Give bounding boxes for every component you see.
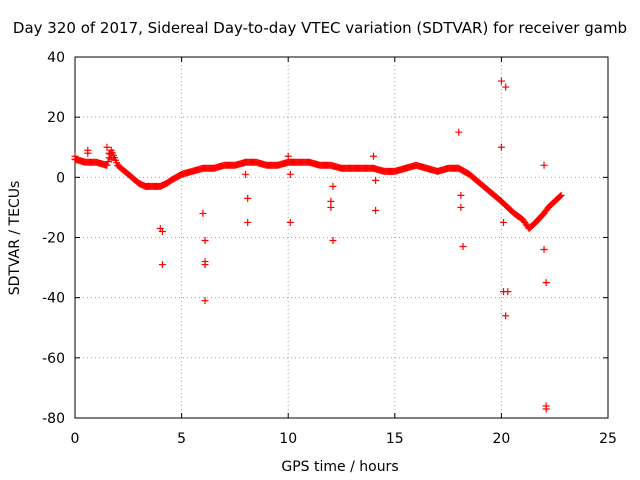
y-tick-label: -60: [42, 351, 65, 367]
outlier-point: [497, 143, 505, 151]
outlier-point: [158, 261, 166, 269]
data-point: [556, 192, 564, 200]
data-point: [557, 191, 565, 199]
outlier-point: [199, 209, 207, 217]
y-tick-label: 20: [47, 110, 65, 126]
outlier-point: [542, 279, 550, 287]
outlier-point: [542, 405, 550, 413]
outlier-point: [457, 191, 465, 199]
outlier-point: [502, 83, 510, 91]
y-axis-label: SDTVAR / TECUs: [7, 181, 23, 296]
y-tick-label: -20: [42, 231, 65, 247]
tick-layer: 0 5 10 15 20 25 -80 -60 -40 -20 0 20 40: [42, 50, 617, 447]
outlier-point: [103, 143, 111, 151]
outlier-point: [286, 170, 294, 178]
outlier-point: [500, 218, 508, 226]
points-layer: [71, 77, 565, 413]
outlier-point: [71, 152, 79, 160]
x-tick-label: 20: [492, 431, 510, 447]
y-tick-label: 40: [47, 50, 65, 66]
outlier-point: [242, 170, 250, 178]
outlier-point: [329, 182, 337, 190]
outlier-point: [459, 243, 467, 251]
y-tick-label: -80: [42, 411, 65, 427]
y-tick-label: -40: [42, 291, 65, 307]
outlier-point: [457, 203, 465, 211]
outlier-point: [105, 149, 113, 157]
grid-layer: [75, 57, 608, 418]
data-point: [103, 161, 111, 169]
x-tick-label: 25: [599, 431, 617, 447]
x-axis-label: GPS time / hours: [281, 459, 398, 475]
plot-frame: [74, 56, 609, 419]
outlier-point: [504, 288, 512, 296]
outlier-point: [158, 227, 166, 235]
outlier-point: [540, 161, 548, 169]
outlier-point: [244, 194, 252, 202]
outlier-point: [201, 297, 209, 305]
outlier-point: [107, 155, 115, 163]
outlier-point: [201, 237, 209, 245]
outlier-point: [372, 176, 380, 184]
outlier-point: [327, 197, 335, 205]
outlier-point: [329, 237, 337, 245]
outlier-point: [497, 77, 505, 85]
outlier-point: [286, 218, 294, 226]
x-tick-label: 10: [279, 431, 297, 447]
outlier-point: [284, 152, 292, 160]
outlier-point: [84, 149, 92, 157]
x-tick-label: 15: [386, 431, 404, 447]
outlier-point: [369, 152, 377, 160]
chart-title: Day 320 of 2017, Sidereal Day-to-day VTE…: [13, 19, 627, 37]
x-tick-label: 0: [71, 431, 80, 447]
outlier-point: [372, 206, 380, 214]
outlier-point: [201, 261, 209, 269]
y-tick-label: 0: [56, 170, 65, 186]
outlier-point: [540, 246, 548, 254]
x-tick-label: 5: [177, 431, 186, 447]
outlier-point: [455, 128, 463, 136]
outlier-point: [244, 218, 252, 226]
outlier-point: [502, 312, 510, 320]
outlier-point: [327, 203, 335, 211]
